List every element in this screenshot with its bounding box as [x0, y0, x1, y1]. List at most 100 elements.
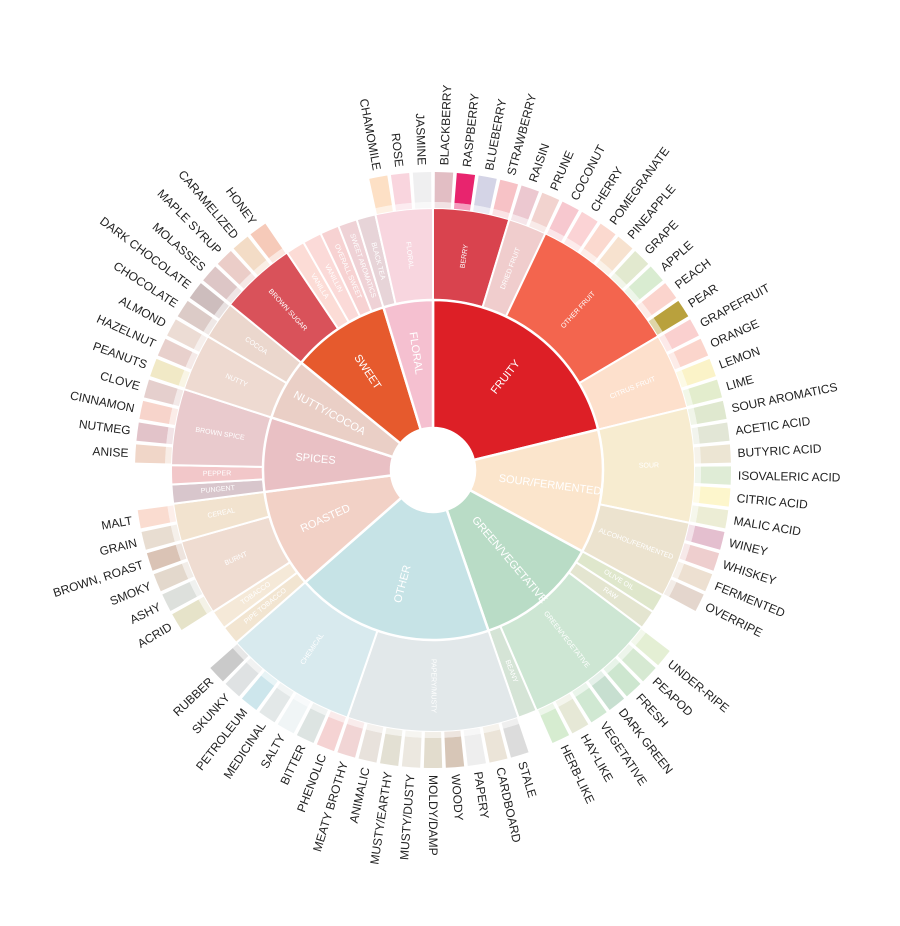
flavor-bar-jasmine: [412, 172, 432, 203]
flavor-bar-peanuts: [150, 358, 185, 386]
flavor-label-clove: CLOVE: [99, 369, 142, 394]
flavor-bar-woody: [444, 736, 465, 768]
subcategory-label-berry: BERRY: [460, 244, 471, 269]
flavor-bar-base-herb-like: [538, 703, 556, 716]
flavor-bar-overripe: [669, 582, 704, 611]
flavor-bar-animalic: [358, 729, 383, 763]
flavor-bar-base-hay-like: [555, 693, 573, 707]
subcategory-label-pepper: PEPPER: [203, 470, 232, 478]
flavor-bar-fresh: [607, 662, 641, 697]
flavor-bar-acrid: [172, 599, 207, 630]
flavor-bar-base-moldy-damp: [424, 731, 442, 739]
flavor-bar-malt: [137, 506, 171, 529]
flavor-bar-base-stale: [501, 718, 519, 729]
flavor-label-salty: SALTY: [258, 732, 289, 771]
flavor-bar-base-clove: [173, 388, 184, 407]
flavor-bar-base-grape: [610, 273, 627, 289]
flavor-label-malic-acid: MALIC ACID: [733, 514, 803, 539]
flavor-bar-base-lemon: [676, 370, 688, 388]
flavor-bar-anise: [135, 444, 166, 464]
flavor-bar-base-fermented: [672, 561, 685, 580]
flavor-bar-base-whiskey: [679, 543, 691, 561]
flavor-bar-base-under-ripe: [630, 629, 646, 646]
flavor-bar-molasses: [203, 266, 238, 300]
flavor-bar-base-chocolate: [203, 317, 218, 335]
flavor-bar-grain: [141, 525, 175, 550]
flavor-bar-base-dark-chocolate: [214, 301, 229, 319]
flavor-label-jasmine: JASMINE: [413, 113, 429, 165]
flavor-bar-base-orange: [668, 352, 681, 370]
flavor-bar-peach: [641, 283, 677, 316]
category-label-spices: SPICES: [295, 451, 336, 467]
flavor-bar-base-cardboard: [482, 723, 500, 734]
flavor-bar-base-meaty-brothy: [347, 718, 365, 729]
flavor-bar-base-musty-dusty: [404, 730, 422, 738]
flavor-bar-phenolic: [316, 716, 344, 752]
flavor-bar-smoky: [153, 563, 189, 592]
flavor-bar-raspberry: [454, 172, 476, 205]
flavor-label-citric-acid: CITRIC ACID: [736, 491, 809, 512]
flavor-bar-base-winey: [685, 524, 696, 542]
subcategory-label-sour: SOUR: [639, 462, 659, 469]
flavor-bar-maple-syrup: [217, 251, 252, 285]
flavor-bar-cherry: [566, 211, 598, 247]
flavor-bar-base-acetic-acid: [691, 427, 700, 445]
flavor-bar-grape: [614, 251, 649, 285]
flavor-bar-base-peach: [637, 301, 652, 319]
flavor-bar-base-animalic: [366, 723, 384, 734]
flavor-bar-base-ashy: [189, 579, 203, 597]
flavor-bar-base-coconut: [546, 228, 565, 242]
flavor-bar-base-prune: [529, 220, 547, 233]
flavor-bar-base-pear: [648, 317, 663, 335]
flavor-bar-base-molasses: [226, 287, 242, 304]
flavor-bar-medicinal: [259, 687, 291, 723]
flavor-bar-base-rubber: [232, 644, 249, 661]
flavor-bar-under-ripe: [635, 632, 670, 666]
flavor-bar-base-vegetative: [572, 682, 590, 697]
flavor-label-musty-dusty: MUSTY/DUSTY: [397, 774, 417, 861]
flavor-bar-base-cinnamon: [168, 407, 179, 426]
flavor-bar-base-jasmine: [414, 202, 432, 209]
flavor-bar-base-skunky: [246, 658, 263, 674]
flavor-label-butyric-acid: BUTYRIC ACID: [737, 441, 822, 460]
flavor-bar-whiskey: [685, 544, 720, 571]
subcategory-label-papery-musty: PAPERY/MUSTY: [430, 659, 437, 714]
flavor-bar-lime: [688, 379, 723, 405]
flavor-bar-moldy-damp: [423, 737, 443, 768]
flavor-bar-grapefruit: [664, 319, 699, 350]
flavor-bar-honey: [250, 223, 283, 259]
flavor-bar-blackberry: [434, 172, 454, 203]
flavor-bar-base-malic-acid: [689, 505, 699, 523]
flavor-bar-rose: [390, 172, 412, 205]
flavor-bar-hay-like: [558, 698, 589, 734]
flavor-bar-base-apple: [624, 287, 640, 304]
flavor-bar-fermented: [677, 563, 713, 592]
flavor-bar-base-blackberry: [434, 202, 452, 209]
flavor-bar-citric-acid: [698, 486, 731, 507]
flavor-bar-musty-dusty: [401, 736, 422, 768]
flavor-bar-blueberry: [474, 175, 497, 209]
flavor-bar-base-grapefruit: [659, 334, 673, 352]
flavor-bar-caramelized: [233, 236, 267, 271]
flavor-bar-strawberry: [493, 179, 519, 214]
flavor-bar-base-pomegranate: [580, 248, 598, 263]
flavor-label-stale: STALE: [515, 760, 539, 800]
flavor-bar-base-strawberry: [492, 208, 510, 219]
flavor-bar-base-phenolic: [328, 711, 346, 723]
flavor-bar-cardboard: [483, 729, 508, 763]
flavor-bar-base-smoky: [181, 561, 194, 580]
flavor-label-anise: ANISE: [92, 444, 129, 460]
flavor-bar-dark-chocolate: [189, 283, 225, 316]
flavor-bar-petroleum: [241, 675, 275, 711]
flavor-bar-hazelnut: [157, 338, 193, 368]
flavor-bar-base-caramelized: [253, 260, 271, 276]
flavor-bar-base-raisin: [510, 214, 529, 226]
flavor-bar-base-blueberry: [473, 205, 491, 215]
flavor-bar-isovaleric-acid: [700, 466, 731, 485]
flavor-label-lemon: LEMON: [717, 344, 762, 372]
flavor-bar-butyric-acid: [700, 444, 731, 464]
flavor-bar-rubber: [210, 648, 245, 682]
flavor-label-nutmeg: NUTMEG: [78, 417, 131, 438]
flavor-label-chamomile: CHAMOMILE: [357, 97, 384, 171]
